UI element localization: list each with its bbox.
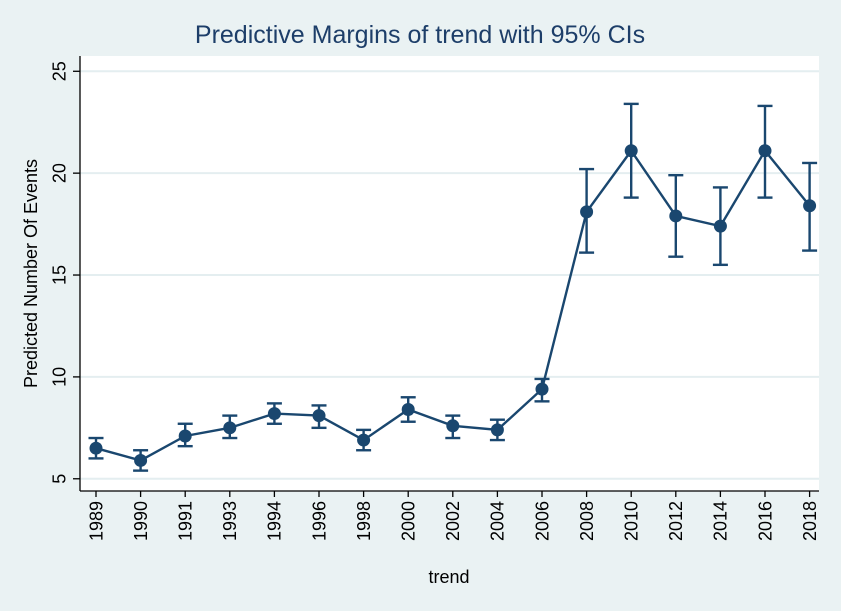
x-tick-label-2014: 2014 bbox=[711, 501, 731, 541]
x-tick-label-1998: 1998 bbox=[354, 501, 374, 541]
x-tick-label-2012: 2012 bbox=[666, 501, 686, 541]
data-point-2002 bbox=[446, 419, 460, 433]
data-point-1989 bbox=[89, 441, 103, 455]
x-axis-label: trend bbox=[428, 567, 469, 587]
y-tick-label-10: 10 bbox=[49, 367, 69, 387]
x-tick-label-2008: 2008 bbox=[577, 501, 597, 541]
data-point-2004 bbox=[490, 423, 504, 437]
y-tick-label-5: 5 bbox=[49, 474, 69, 484]
data-point-2018 bbox=[803, 199, 817, 213]
x-tick-label-1994: 1994 bbox=[265, 501, 285, 541]
data-point-1993 bbox=[223, 421, 237, 435]
x-tick-label-1993: 1993 bbox=[220, 501, 240, 541]
x-tick-label-2004: 2004 bbox=[488, 501, 508, 541]
x-tick-label-2000: 2000 bbox=[399, 501, 419, 541]
data-point-1990 bbox=[134, 453, 148, 467]
y-tick-label-15: 15 bbox=[49, 265, 69, 285]
x-tick-label-2016: 2016 bbox=[755, 501, 775, 541]
y-axis-ticks: 5 10 15 20 25 bbox=[49, 61, 80, 484]
y-tick-label-25: 25 bbox=[49, 61, 69, 81]
y-tick-label-20: 20 bbox=[49, 163, 69, 183]
x-tick-label-1991: 1991 bbox=[176, 501, 196, 541]
data-point-1991 bbox=[178, 429, 192, 443]
x-axis-ticks: 1989 1990 1991 1993 1994 1996 1998 2000 2002 2004… bbox=[86, 491, 820, 541]
x-tick-label-1990: 1990 bbox=[131, 501, 151, 541]
data-point-2016 bbox=[758, 144, 772, 158]
x-tick-label-1989: 1989 bbox=[86, 501, 106, 541]
x-tick-label-2018: 2018 bbox=[800, 501, 820, 541]
gridlines bbox=[80, 70, 819, 480]
data-point-2000 bbox=[401, 403, 415, 417]
axes bbox=[79, 56, 819, 492]
data-point-2008 bbox=[580, 205, 594, 219]
data-point-2010 bbox=[624, 144, 638, 158]
chart-title: Predictive Margins of trend with 95% CIs bbox=[195, 21, 645, 49]
data-point-1996 bbox=[312, 409, 326, 423]
data-points bbox=[89, 144, 817, 467]
y-axis-label: Predicted Number Of Events bbox=[21, 159, 41, 388]
x-tick-label-2010: 2010 bbox=[622, 501, 642, 541]
x-tick-label-2006: 2006 bbox=[532, 501, 552, 541]
x-tick-label-1996: 1996 bbox=[309, 501, 329, 541]
data-point-2014 bbox=[713, 219, 727, 233]
data-point-2012 bbox=[669, 209, 683, 223]
data-point-1998 bbox=[357, 433, 371, 447]
x-tick-label-2002: 2002 bbox=[443, 501, 463, 541]
data-point-2006 bbox=[535, 382, 549, 396]
data-point-1994 bbox=[267, 407, 281, 421]
plot-area bbox=[80, 56, 819, 491]
